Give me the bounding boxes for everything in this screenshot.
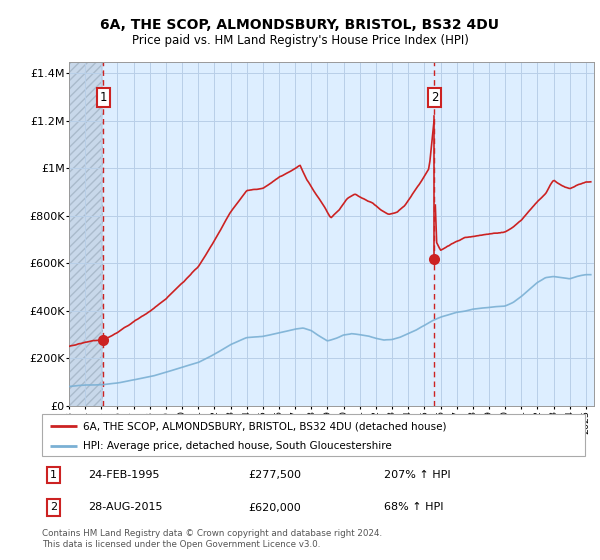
Text: 2: 2 bbox=[431, 91, 438, 104]
Text: 6A, THE SCOP, ALMONDSBURY, BRISTOL, BS32 4DU: 6A, THE SCOP, ALMONDSBURY, BRISTOL, BS32… bbox=[101, 18, 499, 32]
Text: £277,500: £277,500 bbox=[248, 470, 301, 480]
Text: 24-FEB-1995: 24-FEB-1995 bbox=[88, 470, 160, 480]
Text: HPI: Average price, detached house, South Gloucestershire: HPI: Average price, detached house, Sout… bbox=[83, 441, 391, 451]
Text: 68% ↑ HPI: 68% ↑ HPI bbox=[384, 502, 443, 512]
Text: Price paid vs. HM Land Registry's House Price Index (HPI): Price paid vs. HM Land Registry's House … bbox=[131, 34, 469, 46]
Text: 1: 1 bbox=[100, 91, 107, 104]
Text: 1: 1 bbox=[50, 470, 57, 480]
Text: 207% ↑ HPI: 207% ↑ HPI bbox=[384, 470, 451, 480]
Text: 28-AUG-2015: 28-AUG-2015 bbox=[88, 502, 163, 512]
Text: Contains HM Land Registry data © Crown copyright and database right 2024.
This d: Contains HM Land Registry data © Crown c… bbox=[42, 529, 382, 549]
Text: 6A, THE SCOP, ALMONDSBURY, BRISTOL, BS32 4DU (detached house): 6A, THE SCOP, ALMONDSBURY, BRISTOL, BS32… bbox=[83, 421, 446, 431]
Text: 2: 2 bbox=[50, 502, 57, 512]
FancyBboxPatch shape bbox=[42, 414, 585, 456]
Text: £620,000: £620,000 bbox=[248, 502, 301, 512]
